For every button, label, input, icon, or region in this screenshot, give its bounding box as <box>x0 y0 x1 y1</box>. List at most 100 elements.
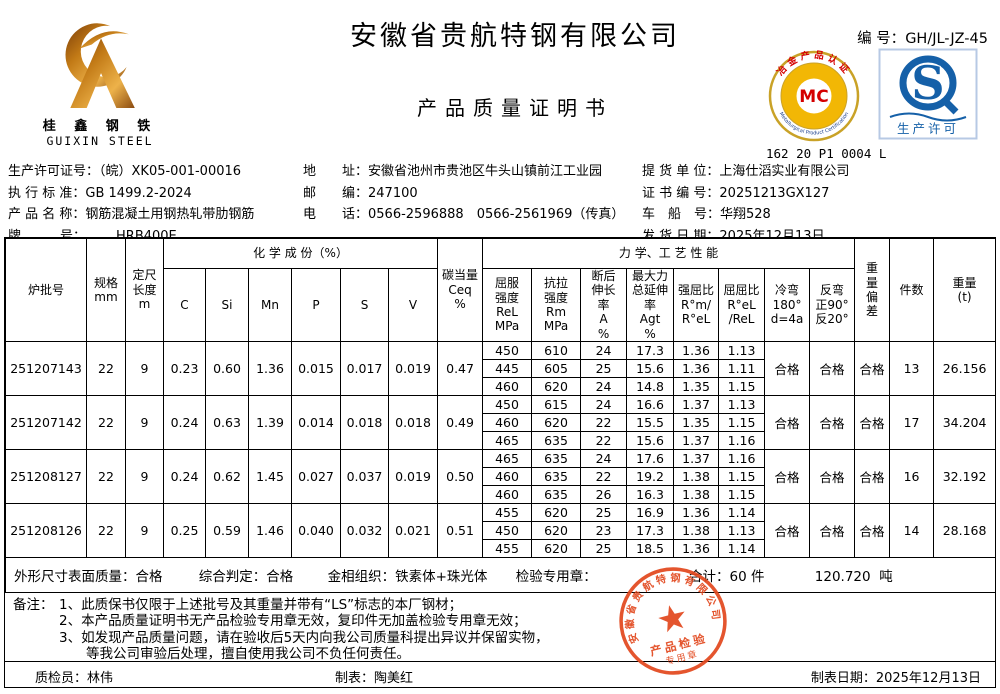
zip-label: 邮 编： <box>303 185 369 201</box>
batch-cell: 251208127 <box>5 448 87 504</box>
mech-cell: 1.38 <box>673 484 720 504</box>
weight-dev-cell: 合格 <box>854 340 891 396</box>
remark-line: 2、本产品质量证明书无产品检验专用章无效，复印件无加盖检验专用章无效； <box>59 613 527 630</box>
ceq-cell: 0.51 <box>437 502 484 558</box>
mech-cell: 1.35 <box>673 412 720 432</box>
mech-cell: 16.3 <box>626 484 675 504</box>
chem-cell: 0.019 <box>387 340 439 396</box>
chem-cell: 0.040 <box>291 502 341 558</box>
tabulation-date: 制表日期：2025年12月13日 <box>811 667 981 686</box>
mech-cell: 1.15 <box>718 376 766 396</box>
cold-bend-cell: 合格 <box>764 502 811 558</box>
info-right-column: 提 货 单 位：上海仕滔实业有限公司 证 书 编 号：20251213GX127… <box>642 161 849 247</box>
col-header-rel: 屈服 强度 ReL MPa <box>482 268 533 342</box>
mech-cell: 450 <box>482 340 533 360</box>
chem-cell: 1.46 <box>248 502 292 558</box>
guixin-logo-icon <box>65 23 135 108</box>
mc-certificate-code: 162 20 P1 0004 L <box>766 146 887 161</box>
mech-cell: 24 <box>580 340 628 360</box>
qs-label: 生产许可 <box>897 121 959 136</box>
mech-cell: 620 <box>531 376 582 396</box>
mech-cell: 635 <box>531 466 582 486</box>
shape-quality: 外形尺寸表面质量：合格 <box>14 565 163 585</box>
mech-cell: 1.38 <box>673 466 720 486</box>
weight-dev-cell: 合格 <box>854 448 891 504</box>
col-header-p: P <box>291 268 341 342</box>
mech-cell: 1.14 <box>718 502 766 522</box>
weight-cell: 28.168 <box>933 502 997 558</box>
weight-cell: 26.156 <box>933 340 997 396</box>
col-header-a: 断后 伸长 率 A % <box>580 268 628 342</box>
chem-cell: 0.62 <box>205 448 249 504</box>
table-subrow: 460 635 22 19.2 1.38 1.15 <box>6 466 996 486</box>
mech-cell: 1.37 <box>673 448 720 468</box>
col-header-mn: Mn <box>248 268 292 342</box>
mech-cell: 17.3 <box>626 520 675 540</box>
summary-row: 外形尺寸表面质量：合格 综合判定：合格 金相组织：铁素体+珠光体 检验专用章： … <box>4 556 997 593</box>
mech-cell: 16.9 <box>626 502 675 522</box>
chem-cell: 1.45 <box>248 448 292 504</box>
table-row: 251207143 22 9 0.23 0.60 1.36 0.015 0.01… <box>5 340 997 396</box>
quality-data-table: 炉批号 规格 mm 定尺 长度 m 化 学 成 份（%） 碳当量 Ceq % 力… <box>4 238 997 593</box>
mech-cell: 17.3 <box>626 340 675 360</box>
mech-cell: 455 <box>482 502 533 522</box>
weight-dev-cell: 合格 <box>854 502 891 558</box>
shape-quality-label: 外形尺寸表面质量： <box>14 568 136 585</box>
mech-cell: 15.6 <box>626 358 675 378</box>
zip-value: 247100 <box>368 185 418 201</box>
mech-cell: 635 <box>531 448 582 468</box>
col-header-rm-rel: 强屈比 R°m/ R°eL <box>673 268 720 342</box>
metallographic: 金相组织：铁素体+珠光体 <box>328 565 488 585</box>
standard-value: GB 1499.2-2024 <box>85 185 192 201</box>
length-cell: 9 <box>125 448 164 504</box>
company-name: 安徽省贵航特钢有限公司 <box>350 21 680 52</box>
col-header-rel-rel: 屈屈比 R°eL /ReL <box>718 268 766 342</box>
mech-cell: 25 <box>580 538 628 558</box>
mech-cell: 14.8 <box>626 376 675 396</box>
chem-cell: 1.39 <box>248 394 292 450</box>
mech-cell: 1.37 <box>673 394 720 414</box>
weight-dev-cell: 合格 <box>854 394 891 450</box>
chem-cell: 0.018 <box>387 394 439 450</box>
size-cell: 22 <box>86 394 126 450</box>
mech-cell: 24 <box>580 394 628 414</box>
mech-cell: 15.6 <box>626 430 675 450</box>
col-header-ceq: 碳当量 Ceq % <box>437 238 484 342</box>
vehicle-label: 车 船 号： <box>642 207 721 222</box>
total-pieces: 合计：60 件 <box>689 565 764 585</box>
mc-center-text: MC <box>799 87 828 107</box>
mech-cell: 465 <box>482 430 533 450</box>
table-subrow: 465 635 22 15.6 1.37 1.16 <box>6 430 996 450</box>
mech-cell: 450 <box>482 394 533 414</box>
mc-badge-icon: 冶金产品认证 Metallurgical Product Certificati… <box>768 49 860 142</box>
cert-no-label: 证 书 编 号： <box>642 185 720 201</box>
date-label: 制表日期： <box>810 670 876 686</box>
chem-cell: 0.017 <box>340 340 389 396</box>
rev-bend-cell: 合格 <box>809 394 856 450</box>
mech-cell: 455 <box>482 538 533 558</box>
chem-cell: 0.60 <box>205 340 249 396</box>
remarks-lines: 1、此质保书仅限于上述批号及其重量并带有“LS”标志的本厂钢材； 2、本产品质量… <box>59 596 549 663</box>
mech-cell: 1.35 <box>673 376 720 396</box>
rev-bend-cell: 合格 <box>809 502 856 558</box>
zip-line: 邮 编：247100 <box>303 183 624 205</box>
mech-cell: 22 <box>580 430 628 450</box>
mech-cell: 1.36 <box>673 340 720 360</box>
col-header-pieces: 件数 <box>889 238 935 342</box>
chem-cell: 0.021 <box>387 502 439 558</box>
col-header-c: C <box>163 268 206 342</box>
mech-cell: 620 <box>531 520 582 540</box>
chem-cell: 0.014 <box>291 394 341 450</box>
mech-cell: 620 <box>531 538 582 558</box>
remark-line: 1、此质保书仅限于上述批号及其重量并带有“LS”标志的本厂钢材； <box>59 596 463 613</box>
mech-cell: 460 <box>482 412 533 432</box>
chem-cell: 0.25 <box>163 502 206 558</box>
header-row-1: 炉批号 规格 mm 定尺 长度 m 化 学 成 份（%） 碳当量 Ceq % 力… <box>5 238 997 342</box>
mech-cell: 1.13 <box>718 340 766 360</box>
col-header-length: 定尺 长度 m <box>125 238 164 342</box>
length-cell: 9 <box>125 340 164 396</box>
tabulator-value: 陶美红 <box>374 670 414 686</box>
product-name-line: 产 品 名 称：钢筋混凝土用钢热轧带肋钢筋 <box>8 204 254 226</box>
standard-line: 执 行 标 准：GB 1499.2-2024 <box>8 183 254 205</box>
license-no-value: （皖）XK05-001-00016 <box>99 164 242 179</box>
